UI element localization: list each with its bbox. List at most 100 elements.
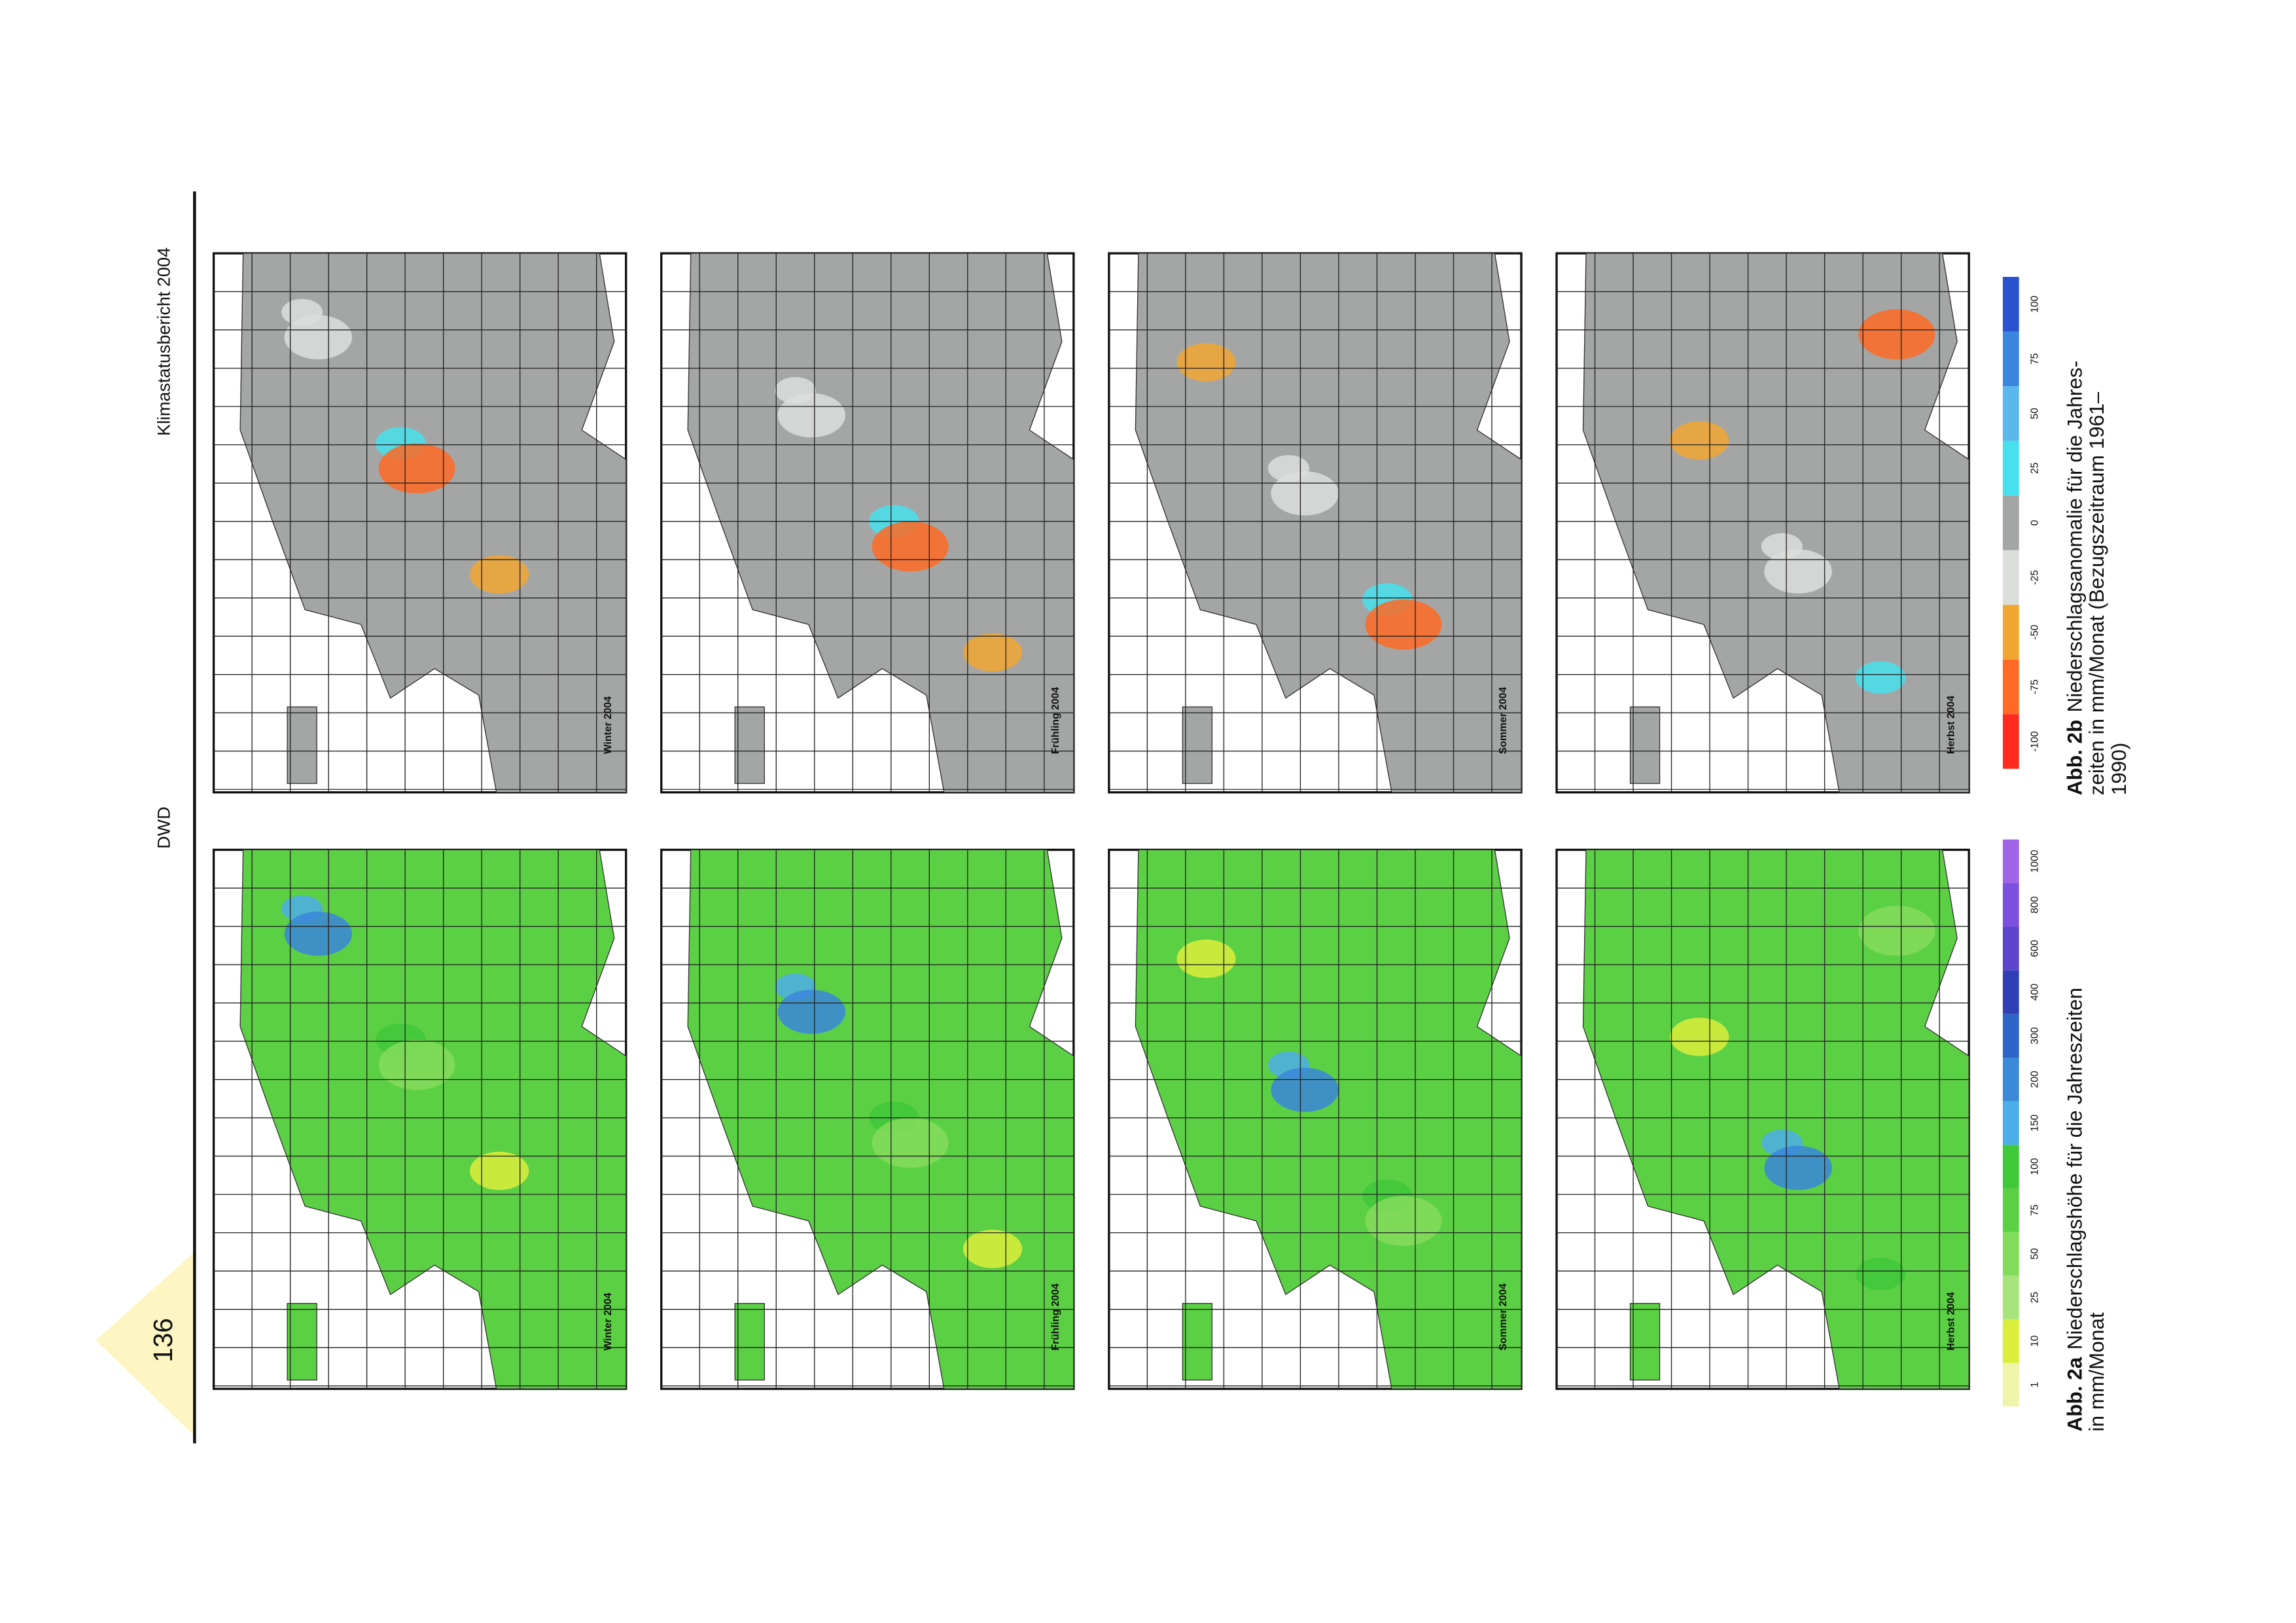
- map-area: [777, 990, 846, 1034]
- caption-text: 1990): [2107, 743, 2130, 796]
- map-area: [1176, 939, 1236, 978]
- caption: in mm/Monat: [2085, 1312, 2108, 1431]
- legend-swatch: [2002, 659, 2019, 715]
- legend-swatch: [2002, 277, 2019, 332]
- map-area: [470, 555, 529, 594]
- map-area: [1365, 599, 1442, 650]
- legend-label: 100: [2030, 295, 2041, 313]
- legend-label: 75: [2030, 1204, 2041, 1216]
- org: DWD: [154, 807, 173, 849]
- legend-label: 50: [2030, 408, 2041, 419]
- map-area: [378, 443, 455, 493]
- map-area: [1855, 661, 1906, 694]
- report-title: Klimastatusbericht 2004: [154, 247, 173, 436]
- map-panel: Frühling 2004: [660, 848, 1075, 1390]
- map-area: [1271, 1067, 1339, 1113]
- legend-swatch: [2002, 927, 2019, 971]
- panel-label: Winter 2004: [603, 1293, 614, 1351]
- map-panel: Winter 2004: [212, 848, 627, 1390]
- legend-label: 200: [2030, 1071, 2041, 1088]
- caption-text: Niederschlagsanomalie für die Jahres-: [2063, 361, 2087, 713]
- page-number: 136: [148, 1318, 178, 1363]
- map-panel: Sommer 2004: [1108, 252, 1523, 794]
- island: [1182, 706, 1213, 785]
- caption: Abb. 2b Niederschlagsanomalie für die Jah…: [2063, 361, 2087, 795]
- legend-swatch: [2002, 970, 2019, 1014]
- caption: Abb. 2a Niederschlagshöhe für die Jahresz…: [2063, 988, 2087, 1431]
- legend-swatch: [2002, 495, 2019, 550]
- legend-swatch: [2002, 839, 2019, 883]
- legend-label: 10: [2030, 1335, 2041, 1347]
- caption-label: Abb. 2b: [2063, 720, 2087, 796]
- legend-swatch: [2002, 883, 2019, 927]
- legend-swatch: [2002, 1319, 2019, 1363]
- legend-swatch: [2002, 1057, 2019, 1101]
- map-area: [284, 315, 353, 360]
- legend-swatch: [2002, 1275, 2019, 1319]
- caption-label: Abb. 2a: [2063, 1357, 2087, 1431]
- panel-label: Frühling 2004: [1050, 1283, 1061, 1351]
- page-tab: [96, 1251, 195, 1436]
- legend-label: 1000: [2030, 849, 2041, 872]
- island: [734, 706, 766, 785]
- legend-label: 1: [2030, 1382, 2041, 1387]
- legend-swatch: [2002, 550, 2019, 605]
- map-panel: Frühling 2004: [660, 252, 1075, 794]
- legend-swatch: [2002, 440, 2019, 496]
- legend-swatch: [2002, 1145, 2019, 1188]
- map-area: [470, 1151, 529, 1190]
- island: [1182, 1302, 1213, 1381]
- legend-swatch: [2002, 386, 2019, 441]
- legend-label: -50: [2030, 624, 2041, 639]
- panel-label: Sommer 2004: [1498, 1283, 1509, 1351]
- legend-label: 150: [2030, 1115, 2041, 1132]
- map-area: [872, 521, 949, 572]
- map-area: [1271, 471, 1339, 516]
- panel-label: Herbst 2004: [1945, 1292, 1956, 1351]
- map-area: [1764, 1145, 1832, 1190]
- legend-label: -25: [2030, 570, 2041, 585]
- panel-label: Winter 2004: [603, 696, 614, 755]
- legend-swatch: [2002, 1232, 2019, 1276]
- panel-label: Sommer 2004: [1498, 687, 1509, 755]
- map-area: [963, 1230, 1023, 1268]
- legend-label: -100: [2030, 731, 2041, 752]
- island: [1629, 1302, 1661, 1381]
- map-area: [777, 393, 846, 438]
- map-area: [872, 1118, 949, 1168]
- legend-label: 75: [2030, 353, 2041, 365]
- map-area: [378, 1039, 455, 1090]
- island: [1629, 706, 1661, 785]
- legend-label: 0: [2030, 520, 2041, 526]
- legend-label: 600: [2030, 940, 2041, 957]
- island: [286, 1302, 318, 1381]
- map-panel: Herbst 2004: [1555, 252, 1970, 794]
- legend-label: 50: [2030, 1248, 2041, 1260]
- map-area: [1365, 1196, 1442, 1246]
- legend-swatch: [2002, 1014, 2019, 1058]
- legend-label: -75: [2030, 679, 2041, 694]
- map-area: [1670, 1018, 1729, 1056]
- caption: zeiten in mm/Monat (Bezugszeitraum 1961–: [2085, 391, 2108, 795]
- map-panel: Herbst 2004: [1555, 848, 1970, 1390]
- legend-swatch: [2002, 1363, 2019, 1407]
- legend-label: 800: [2030, 896, 2041, 914]
- legend-label: 400: [2030, 984, 2041, 1001]
- map-area: [963, 633, 1023, 672]
- map-area: [1176, 343, 1236, 382]
- map-panel: Sommer 2004: [1108, 848, 1523, 1390]
- map-area: [1855, 1257, 1906, 1291]
- island: [286, 706, 318, 785]
- map-area: [1858, 309, 1935, 360]
- legend-swatch: [2002, 331, 2019, 387]
- map-area: [1858, 906, 1935, 956]
- panel-label: Frühling 2004: [1050, 687, 1061, 755]
- caption-text: in mm/Monat: [2085, 1312, 2108, 1431]
- map-area: [1670, 421, 1729, 460]
- legend-label: 100: [2030, 1158, 2041, 1175]
- legend-label: 25: [2030, 462, 2041, 474]
- map-area: [284, 912, 353, 956]
- caption-text: zeiten in mm/Monat (Bezugszeitraum 1961–: [2085, 391, 2108, 795]
